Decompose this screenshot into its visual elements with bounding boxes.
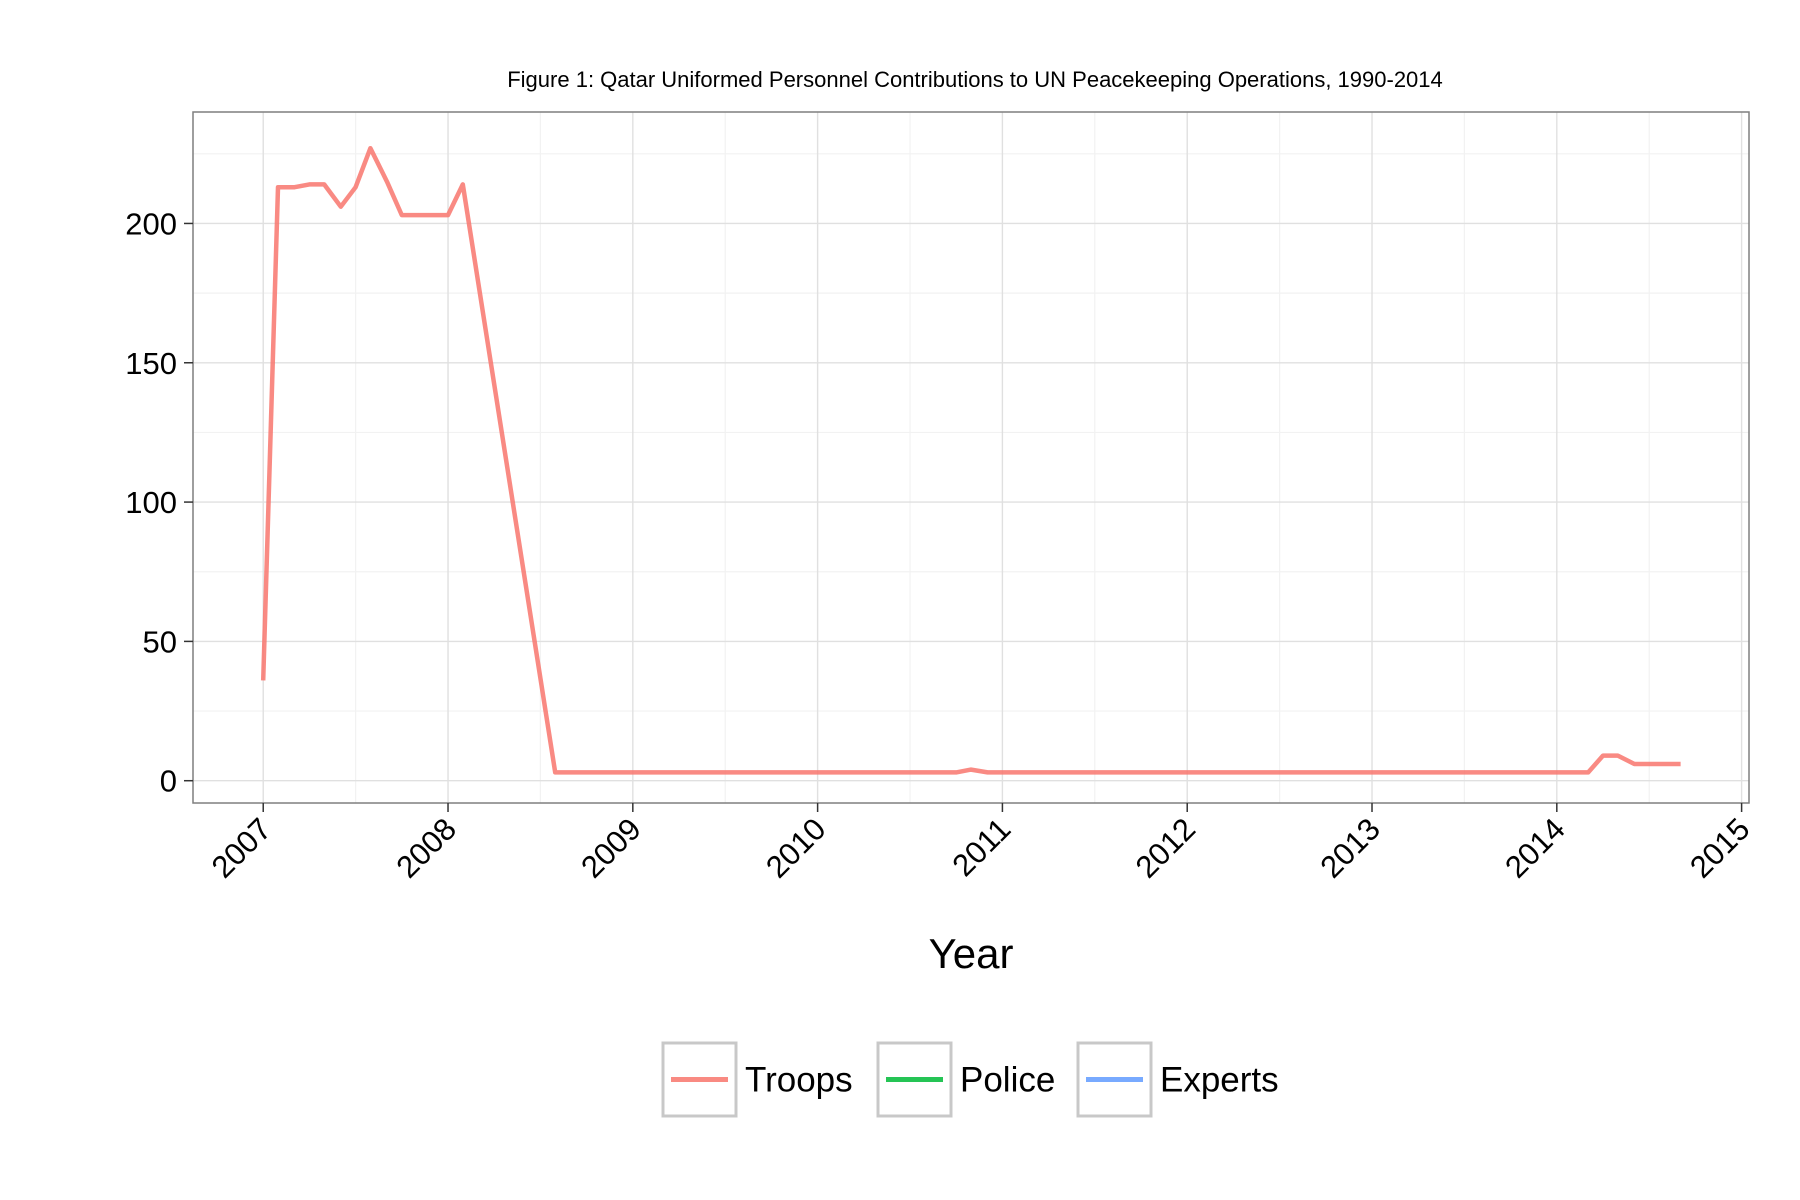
grid-lines [193, 112, 1749, 803]
plot-border [192, 111, 1750, 804]
series-layer [260, 145, 1681, 775]
x-axis-label: Year [929, 930, 1014, 977]
y-tick-label: 50 [143, 624, 177, 659]
x-tick-label: 2012 [1129, 811, 1203, 885]
y-tick-label: 100 [125, 485, 177, 520]
plot-background [193, 112, 1749, 803]
x-tick-label: 2013 [1313, 811, 1387, 885]
legend: Troops Police Experts [661, 1041, 1279, 1118]
x-tick-label: 2008 [389, 811, 463, 885]
legend-label-police: Police [960, 1061, 1055, 1100]
y-tick-label: 150 [125, 346, 177, 381]
chart-title: Figure 1: Qatar Uniformed Personnel Cont… [507, 67, 1443, 92]
x-tick-label: 2009 [574, 811, 648, 885]
legend-label-experts: Experts [1160, 1061, 1279, 1100]
y-tick-label: 0 [160, 764, 177, 799]
series-line-troops [260, 145, 1681, 775]
y-tick-label: 200 [125, 206, 177, 241]
x-tick-label: 2011 [945, 811, 1017, 883]
x-tick-label: 2015 [1683, 811, 1757, 885]
x-tick-label: 2010 [759, 811, 833, 885]
x-tick-label: 2007 [205, 811, 279, 885]
legend-label-troops: Troops [745, 1061, 853, 1100]
x-tick-label: 2014 [1498, 811, 1572, 885]
